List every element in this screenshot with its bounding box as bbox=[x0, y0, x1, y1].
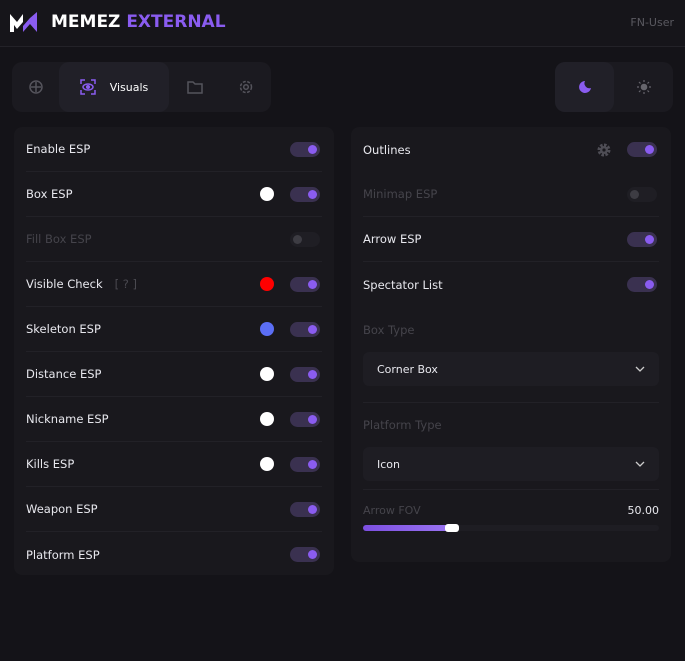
row-label: Skeleton ESP bbox=[26, 322, 101, 336]
row-label: Nickname ESP bbox=[26, 412, 109, 426]
app-title: MEMEZ EXTERNAL bbox=[51, 12, 226, 32]
nickname-esp-toggle[interactable] bbox=[290, 411, 320, 427]
platform-type-label: Platform Type bbox=[363, 402, 659, 447]
arrow-esp-toggle[interactable] bbox=[627, 231, 657, 247]
tab-bar: Visuals bbox=[12, 62, 271, 112]
row-label: Kills ESP bbox=[26, 457, 75, 471]
row-label: Spectator List bbox=[363, 277, 443, 292]
box-type-select[interactable]: Corner Box bbox=[363, 352, 659, 386]
eye-scan-icon bbox=[79, 79, 96, 95]
gear-icon bbox=[239, 80, 253, 94]
nickname-esp-color-picker[interactable] bbox=[260, 412, 274, 426]
outlines-settings-gear-icon[interactable] bbox=[597, 143, 611, 157]
platform-esp-row: Platform ESP bbox=[26, 532, 322, 577]
row-label: Box ESP bbox=[26, 187, 73, 201]
header: MEMEZ EXTERNAL FN-User bbox=[0, 0, 685, 47]
row-label: Visible Check bbox=[26, 277, 103, 291]
minimap-esp-row: Minimap ESP bbox=[363, 172, 659, 217]
row-label: Distance ESP bbox=[26, 367, 102, 381]
visible-check-color-picker[interactable] bbox=[260, 277, 274, 291]
logo-icon bbox=[10, 12, 37, 32]
outlines-row: Outlines bbox=[363, 127, 659, 172]
crosshair-icon bbox=[28, 80, 43, 94]
box-esp-row: Box ESP bbox=[26, 172, 322, 217]
help-hint[interactable]: [ ? ] bbox=[114, 277, 137, 291]
slider-handle[interactable] bbox=[444, 524, 459, 532]
esp-panel: Enable ESP Box ESP Fill Box ESP Visible … bbox=[14, 127, 334, 575]
visible-check-toggle[interactable] bbox=[290, 276, 320, 292]
kills-esp-color-picker[interactable] bbox=[260, 457, 274, 471]
arrow-fov-slider[interactable] bbox=[363, 524, 659, 532]
tab-settings[interactable] bbox=[221, 62, 271, 112]
row-label: Weapon ESP bbox=[26, 502, 98, 516]
minimap-esp-toggle[interactable] bbox=[627, 186, 657, 202]
enable-esp-toggle[interactable] bbox=[290, 141, 320, 157]
theme-switcher bbox=[555, 62, 673, 112]
distance-esp-toggle[interactable] bbox=[290, 366, 320, 382]
platform-esp-toggle[interactable] bbox=[290, 547, 320, 562]
skeleton-esp-toggle[interactable] bbox=[290, 321, 320, 337]
enable-esp-row: Enable ESP bbox=[26, 127, 322, 172]
row-label: Outlines bbox=[363, 142, 411, 157]
kills-esp-row: Kills ESP bbox=[26, 442, 322, 487]
box-type-label: Box Type bbox=[363, 322, 415, 337]
row-label: Fill Box ESP bbox=[26, 232, 92, 246]
box-esp-toggle[interactable] bbox=[290, 186, 320, 202]
spectator-list-row: Spectator List bbox=[363, 262, 659, 307]
fill-box-esp-row: Fill Box ESP bbox=[26, 217, 322, 262]
skeleton-esp-row: Skeleton ESP bbox=[26, 307, 322, 352]
sun-icon bbox=[636, 80, 651, 94]
platform-type-select[interactable]: Icon bbox=[363, 447, 659, 481]
row-label: Minimap ESP bbox=[363, 187, 438, 201]
platform-type-value: Icon bbox=[377, 457, 400, 471]
distance-esp-color-picker[interactable] bbox=[260, 367, 274, 381]
tab-configs[interactable] bbox=[169, 62, 221, 112]
tab-visuals-label: Visuals bbox=[109, 80, 149, 94]
row-label: Enable ESP bbox=[26, 142, 91, 156]
row-label: Arrow ESP bbox=[363, 232, 422, 246]
box-type-value: Corner Box bbox=[377, 362, 438, 376]
visible-check-row: Visible Check [ ? ] bbox=[26, 262, 322, 307]
extra-panel: Outlines Minimap ESP Arrow ESP Spectator… bbox=[351, 127, 671, 562]
tab-visuals[interactable]: Visuals bbox=[59, 62, 169, 112]
spectator-list-toggle[interactable] bbox=[627, 277, 657, 292]
slider-fill bbox=[363, 525, 452, 531]
chevron-down-icon bbox=[635, 461, 645, 467]
dark-theme-button[interactable] bbox=[555, 62, 614, 112]
arrow-fov-label: Arrow FOV bbox=[363, 504, 421, 517]
outlines-toggle[interactable] bbox=[627, 142, 657, 157]
box-esp-color-picker[interactable] bbox=[260, 187, 274, 201]
username: FN-User bbox=[630, 16, 674, 29]
arrow-esp-row: Arrow ESP bbox=[363, 217, 659, 262]
moon-icon bbox=[578, 81, 591, 93]
weapon-esp-toggle[interactable] bbox=[290, 501, 320, 517]
light-theme-button[interactable] bbox=[614, 62, 673, 112]
tab-aimbot[interactable] bbox=[12, 62, 59, 112]
kills-esp-toggle[interactable] bbox=[290, 456, 320, 472]
chevron-down-icon bbox=[635, 366, 645, 372]
skeleton-esp-color-picker[interactable] bbox=[260, 322, 274, 336]
distance-esp-row: Distance ESP bbox=[26, 352, 322, 397]
row-label: Platform ESP bbox=[26, 547, 100, 562]
fill-box-esp-toggle[interactable] bbox=[290, 231, 320, 247]
weapon-esp-row: Weapon ESP bbox=[26, 487, 322, 532]
nickname-esp-row: Nickname ESP bbox=[26, 397, 322, 442]
arrow-fov-header: Arrow FOV 50.00 bbox=[363, 489, 659, 517]
folder-icon bbox=[187, 81, 203, 94]
arrow-fov-value: 50.00 bbox=[627, 504, 660, 517]
